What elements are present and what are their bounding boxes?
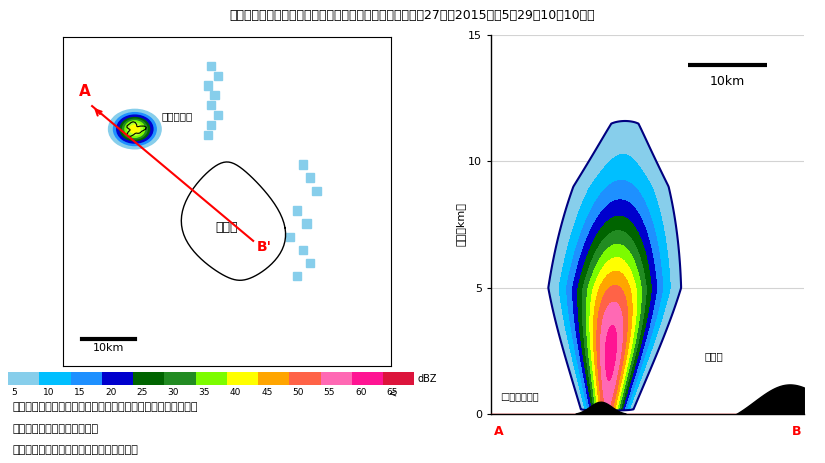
Text: dBZ: dBZ	[417, 374, 437, 384]
Bar	[164, 372, 196, 385]
Bar	[299, 160, 308, 169]
Bar	[204, 81, 212, 90]
Bar	[8, 372, 40, 385]
Bar	[204, 131, 212, 139]
Text: 45: 45	[262, 388, 272, 397]
Text: 20: 20	[105, 388, 116, 397]
Bar	[207, 101, 215, 109]
Text: 55: 55	[323, 388, 335, 397]
Bar	[303, 219, 311, 228]
Text: 気象レーダーによって捉えられた口永良部島の噴煙（平成27年（2015年）5月29日10時10分）: 気象レーダーによって捉えられた口永良部島の噴煙（平成27年（2015年）5月29…	[229, 8, 596, 22]
Bar	[214, 72, 222, 80]
Bar	[299, 246, 308, 254]
Text: 屋久島: 屋久島	[704, 350, 723, 361]
Bar	[214, 111, 222, 119]
Ellipse shape	[109, 109, 161, 149]
Text: （左）レーダー反射強度の水平分布図（高度２キロメートル）: （左）レーダー反射強度の水平分布図（高度２キロメートル）	[12, 402, 198, 412]
Text: <: <	[389, 388, 398, 398]
Text: 屋久島: 屋久島	[215, 221, 238, 234]
Bar	[207, 121, 215, 129]
Text: 暖色系ほど反射強度が大きいことを示す。: 暖色系ほど反射強度が大きいことを示す。	[12, 445, 139, 455]
Bar	[290, 372, 321, 385]
Text: 65: 65	[386, 388, 398, 397]
Bar	[196, 372, 227, 385]
Ellipse shape	[117, 115, 153, 143]
Bar	[313, 187, 321, 195]
Text: 5: 5	[12, 388, 17, 397]
Ellipse shape	[127, 123, 142, 135]
Bar	[133, 372, 164, 385]
Text: 60: 60	[355, 388, 366, 397]
Text: 35: 35	[199, 388, 210, 397]
Text: □口永良部島: □口永良部島	[500, 391, 539, 401]
Y-axis label: 高さ（km）: 高さ（km）	[455, 203, 465, 246]
Bar	[210, 91, 219, 100]
Bar	[286, 232, 295, 241]
Bar	[102, 372, 133, 385]
Bar	[383, 372, 414, 385]
Bar	[71, 372, 102, 385]
Text: 50: 50	[293, 388, 304, 397]
Text: 10: 10	[43, 388, 54, 397]
Bar	[40, 372, 71, 385]
Ellipse shape	[120, 118, 149, 141]
Bar	[351, 372, 383, 385]
Text: 10km: 10km	[93, 343, 125, 353]
Text: 25: 25	[136, 388, 148, 397]
Text: A: A	[494, 425, 503, 438]
Text: 15: 15	[74, 388, 85, 397]
Bar	[207, 62, 215, 70]
Text: B': B'	[257, 240, 271, 254]
Text: B: B	[792, 425, 801, 438]
Ellipse shape	[114, 113, 156, 145]
Ellipse shape	[122, 119, 147, 139]
Text: A: A	[79, 84, 91, 99]
Bar	[258, 372, 290, 385]
Text: 30: 30	[167, 388, 179, 397]
Text: 口永良部島: 口永良部島	[161, 111, 192, 121]
Ellipse shape	[130, 125, 139, 133]
Text: 10km: 10km	[710, 75, 745, 88]
Bar	[306, 259, 314, 267]
Bar	[293, 272, 301, 280]
Bar	[293, 206, 301, 214]
Bar	[321, 372, 351, 385]
Text: （右）Ａ－Ｂ間の鉛直断面図: （右）Ａ－Ｂ間の鉛直断面図	[12, 424, 99, 433]
Ellipse shape	[125, 121, 144, 138]
Bar	[306, 174, 314, 181]
Bar	[227, 372, 258, 385]
Text: 40: 40	[230, 388, 242, 397]
